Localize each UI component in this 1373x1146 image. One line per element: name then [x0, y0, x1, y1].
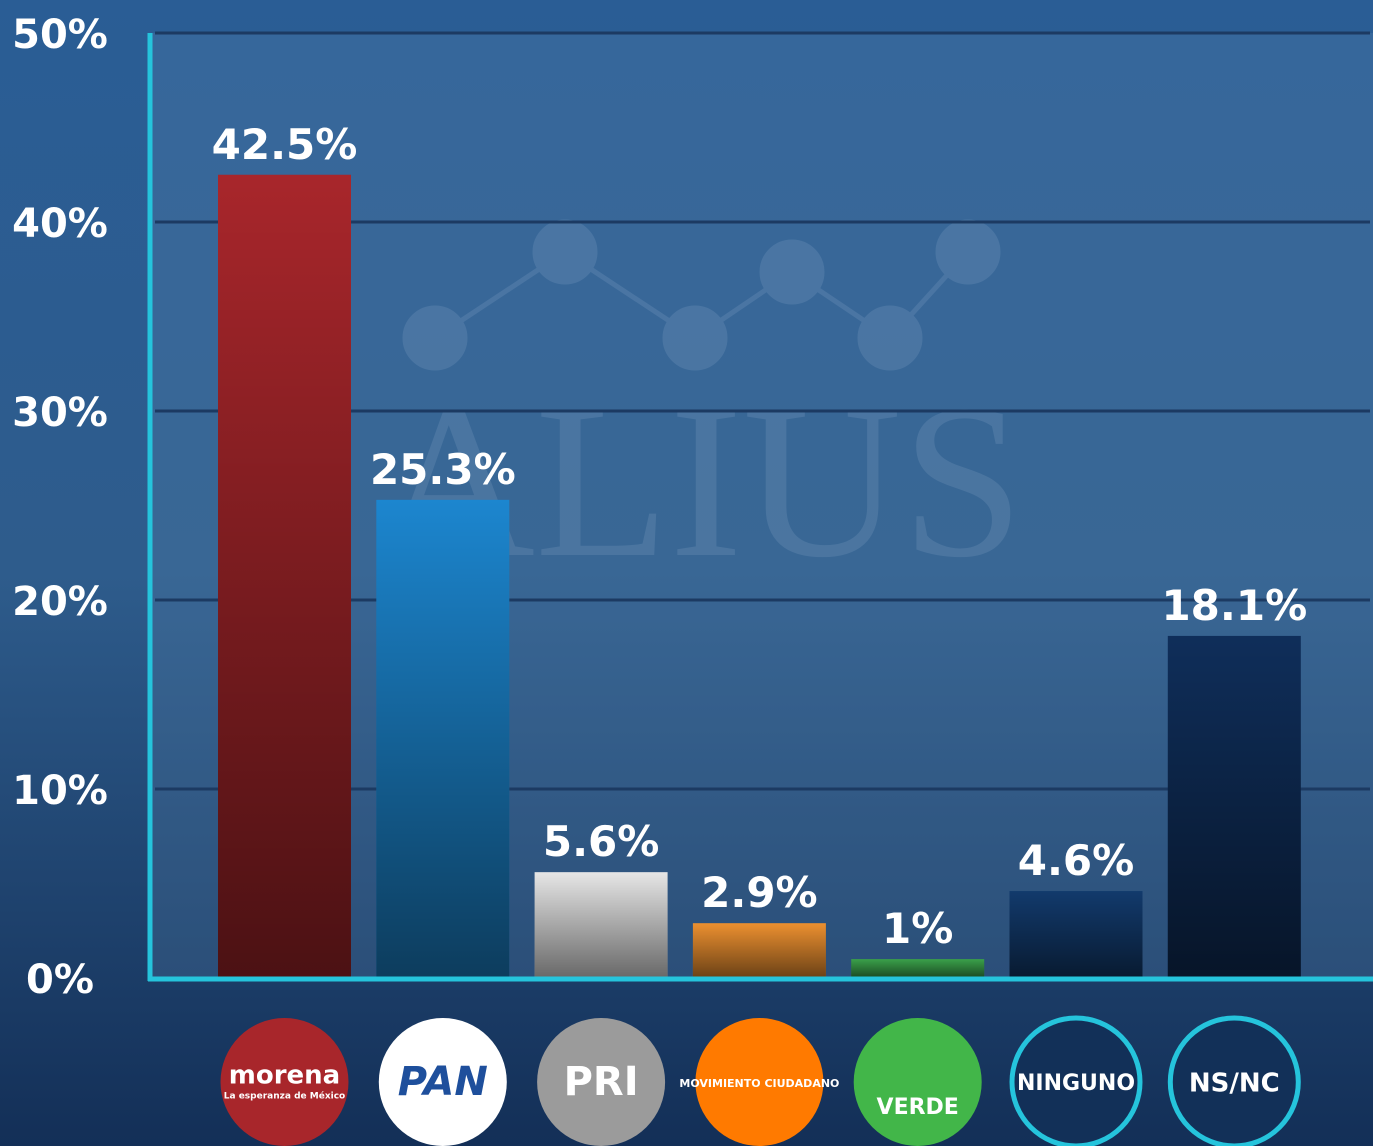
logo-circle: [1009, 1015, 1143, 1146]
y-tick-label: 40%: [12, 201, 108, 247]
value-label: 42.5%: [212, 120, 358, 169]
value-label: 4.6%: [1018, 836, 1134, 885]
logo-circle: [537, 1018, 666, 1146]
logo-circle: [853, 1018, 982, 1146]
x-tick-label: MOVIMIENTO CIUDADANO: [679, 1077, 839, 1090]
y-tick-label: 20%: [12, 579, 108, 625]
bar-shade: [218, 174, 351, 978]
y-tick-label: 10%: [12, 768, 108, 814]
x-tick-label: PRI: [564, 1059, 639, 1105]
logo-circle: [695, 1018, 824, 1146]
bar-shade: [376, 499, 510, 978]
x-tick-label: NINGUNO: [1017, 1071, 1135, 1096]
bar-shade: [692, 923, 826, 978]
x-tick-label: PAN: [398, 1059, 488, 1105]
y-tick-label: 0%: [26, 957, 94, 1003]
logo-circle: [220, 1018, 349, 1146]
bar-shade: [534, 872, 668, 978]
y-tick-label: 30%: [12, 390, 108, 436]
value-label: 25.3%: [370, 445, 516, 494]
x-tick-label: NS/NC: [1189, 1069, 1280, 1099]
value-label: 5.6%: [543, 817, 659, 866]
bars: 42.5% 25.3% 5.6% 2.9% 1% 4.6% 18.1%: [212, 120, 1307, 978]
value-label: 18.1%: [1161, 581, 1307, 630]
logo-tagline: La esperanza de México: [224, 1091, 345, 1102]
x-tick-label: morena: [229, 1061, 340, 1091]
bar-shade: [1009, 891, 1143, 978]
value-label: 1%: [882, 904, 953, 953]
value-label: 2.9%: [701, 868, 817, 917]
bar-shade: [1167, 635, 1301, 978]
logo-circle: [378, 1018, 507, 1146]
bar-shade: [851, 959, 985, 978]
logo-circle: [1167, 1015, 1301, 1146]
x-tick-label: VERDE: [877, 1095, 959, 1120]
y-tick-label: 50%: [12, 12, 108, 58]
